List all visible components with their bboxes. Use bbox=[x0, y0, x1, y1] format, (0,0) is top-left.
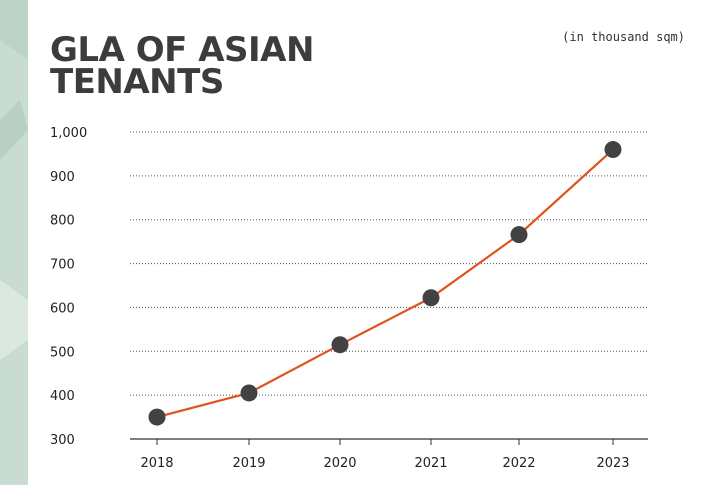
y-tick-label: 1,000 bbox=[50, 126, 87, 141]
y-tick-label: 500 bbox=[50, 345, 75, 360]
data-point bbox=[240, 384, 258, 402]
data-point bbox=[422, 289, 440, 307]
data-point bbox=[604, 141, 622, 159]
x-tick-label: 2022 bbox=[502, 456, 535, 471]
x-tick-label: 2018 bbox=[140, 456, 173, 471]
y-tick-label: 800 bbox=[50, 214, 75, 229]
unit-note: (in thousand sqm) bbox=[562, 30, 685, 44]
chart-title: GLA OF ASIAN TENANTS bbox=[50, 30, 314, 102]
data-point bbox=[331, 336, 349, 354]
y-tick-label: 900 bbox=[50, 170, 75, 185]
x-tick-label: 2020 bbox=[323, 456, 356, 471]
x-tick-label: 2021 bbox=[414, 456, 447, 471]
data-point bbox=[148, 408, 166, 426]
x-tick-label: 2023 bbox=[596, 456, 629, 471]
x-tick-label: 2019 bbox=[232, 456, 265, 471]
y-tick-label: 600 bbox=[50, 301, 75, 316]
data-point bbox=[510, 226, 528, 244]
y-tick-label: 700 bbox=[50, 258, 75, 273]
y-tick-label: 400 bbox=[50, 389, 75, 404]
y-tick-label: 300 bbox=[50, 433, 75, 448]
series-line bbox=[156, 148, 614, 419]
chart-card: GLA OF ASIAN TENANTS (in thousand sqm) bbox=[28, 0, 709, 485]
